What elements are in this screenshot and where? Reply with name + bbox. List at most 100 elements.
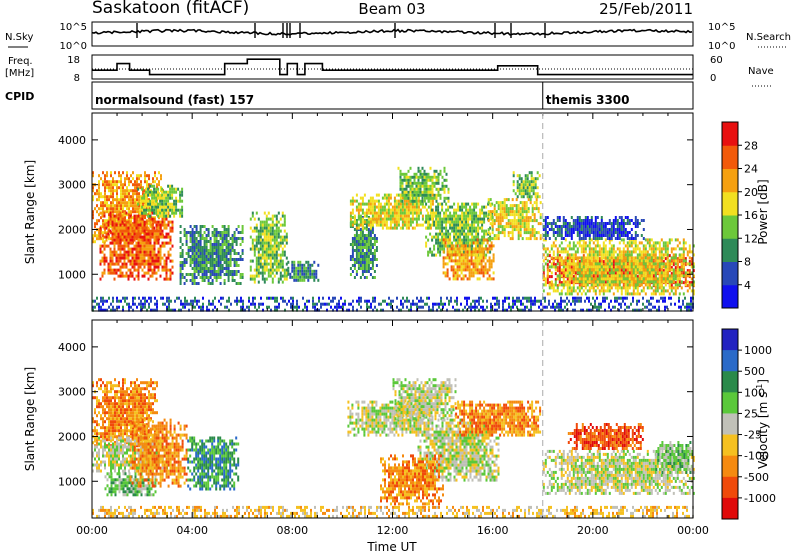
heatmap-cell [580, 277, 583, 281]
heatmap-cell [363, 219, 366, 222]
heatmap-cell [435, 220, 438, 224]
heatmap-cell [151, 226, 154, 230]
heatmap-cell [572, 271, 575, 275]
heatmap-cell [149, 253, 152, 257]
heatmap-cell [427, 211, 430, 215]
heatmap-cell [251, 241, 254, 245]
heatmap-cell [128, 195, 130, 199]
heatmap-cell [149, 223, 152, 227]
heatmap-cell [425, 187, 428, 191]
heatmap-cell [223, 240, 226, 243]
heatmap-cell [626, 280, 629, 284]
heatmap-cell [163, 265, 166, 269]
heatmap-cell [115, 223, 118, 227]
heatmap-cell [383, 217, 386, 221]
heatmap-cell [98, 231, 100, 235]
heatmap-cell [357, 234, 360, 237]
heatmap-cell [102, 219, 104, 223]
nsky-tick-top: 10^5 [60, 22, 87, 33]
heatmap-cell [459, 208, 462, 212]
heatmap-cell [442, 238, 445, 242]
heatmap-cell [197, 243, 200, 246]
heatmap-cell [507, 213, 510, 217]
heatmap-cell [169, 247, 172, 251]
heatmap-cell [429, 226, 432, 230]
heatmap-cell [115, 256, 118, 260]
heatmap-cell [273, 256, 276, 260]
heatmap-cell [385, 199, 388, 203]
heatmap-cell [516, 186, 519, 190]
heatmap-cell [121, 220, 124, 224]
heatmap-cell [421, 181, 424, 185]
heatmap-cell [530, 177, 533, 181]
heatmap-cell [103, 211, 106, 215]
heatmap-cell [137, 202, 140, 206]
heatmap-cell [203, 261, 206, 264]
heatmap-cell [600, 259, 603, 263]
heatmap-cell [441, 247, 444, 251]
heatmap-cell [211, 258, 214, 261]
heatmap-cell [199, 231, 202, 234]
heatmap-cell [489, 250, 492, 254]
heatmap-cell [476, 256, 479, 260]
heatmap-cell [125, 253, 128, 257]
heatmap-cell [598, 265, 601, 269]
heatmap-cell [427, 178, 430, 182]
heatmap-cell [435, 199, 438, 203]
heatmap-cell [143, 220, 146, 224]
heatmap-cell [157, 211, 160, 215]
heatmap-cell [626, 274, 629, 278]
heatmap-cell [453, 202, 456, 206]
heatmap-cell [115, 253, 118, 257]
heatmap-cell [493, 234, 496, 238]
heatmap-cell [125, 250, 128, 254]
heatmap-cell [367, 208, 370, 212]
heatmap-cell [103, 241, 106, 245]
heatmap-cell [584, 265, 587, 269]
heatmap-cell [401, 226, 404, 230]
heatmap-cell [273, 262, 276, 266]
heatmap-cell [413, 205, 416, 209]
heatmap-cell [219, 249, 222, 252]
heatmap-cell [588, 289, 591, 293]
heatmap-cell [463, 211, 466, 215]
heatmap-cell [568, 286, 571, 290]
heatmap-cell [259, 256, 262, 260]
heatmap-cell [564, 265, 567, 269]
heatmap-cell [590, 250, 593, 254]
heatmap-cell [604, 244, 607, 248]
heatmap-cell [558, 277, 561, 281]
heatmap-cell [115, 271, 118, 275]
heatmap-cell [363, 226, 366, 230]
heatmap-cell [98, 180, 100, 184]
heatmap-cell [598, 244, 601, 248]
heatmap-cell [227, 231, 230, 234]
heatmap-cell [491, 237, 494, 241]
heatmap-cell [461, 211, 464, 215]
heatmap-cell [445, 214, 448, 218]
heatmap-cell [441, 181, 444, 185]
heatmap-cell [199, 261, 202, 264]
heatmap-cell [622, 272, 625, 276]
heatmap-cell [121, 238, 124, 242]
heatmap-cell [622, 265, 625, 269]
heatmap-cell [359, 234, 362, 237]
heatmap-cell [371, 255, 374, 258]
heatmap-cell [526, 189, 529, 193]
heatmap-cell [674, 281, 677, 285]
heatmap-cell [505, 207, 508, 211]
heatmap-cell [582, 265, 585, 269]
heatmap-cell [163, 202, 166, 206]
heatmap-cell [566, 253, 569, 257]
heatmap-cell [626, 277, 629, 281]
heatmap-cell [383, 205, 386, 209]
heatmap-cell [399, 193, 402, 197]
heatmap-cell [572, 277, 575, 281]
heatmap-cell [221, 225, 224, 228]
heatmap-cell [121, 247, 124, 251]
heatmap-cell [179, 252, 182, 255]
heatmap-cell [114, 207, 116, 211]
heatmap-cell [471, 241, 474, 245]
heatmap-cell [612, 268, 615, 272]
heatmap-cell [490, 265, 493, 269]
